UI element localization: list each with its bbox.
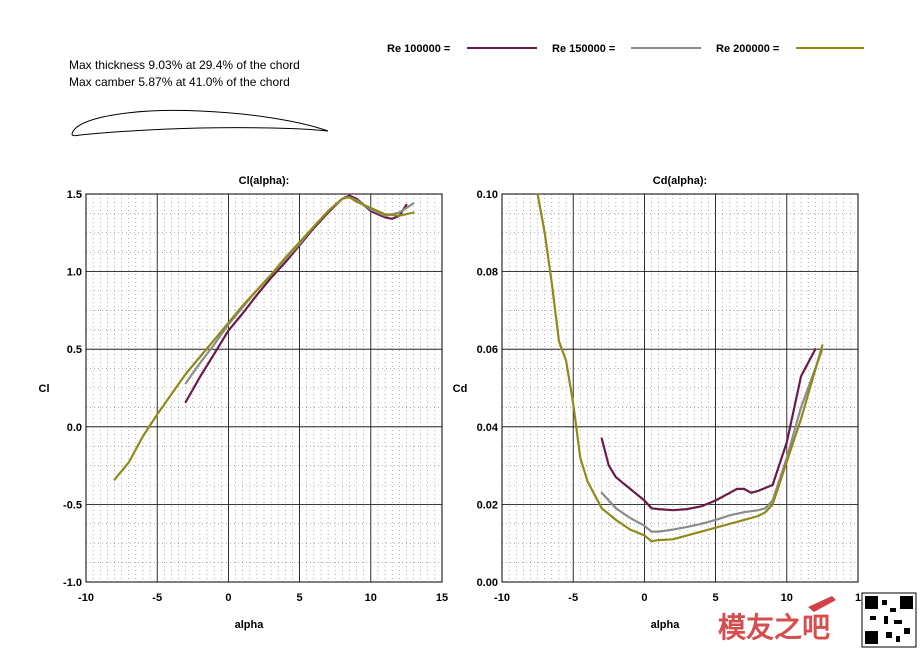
chart-cd-y-tick-label: 0.10 xyxy=(477,189,498,201)
chart-cd-y-tick-label: 0.00 xyxy=(477,577,498,589)
watermark-logo: 模友之吧 xyxy=(718,596,836,643)
legend-label-1: Re 100000 = xyxy=(387,43,450,55)
chart-cd-y-tick-label: 0.04 xyxy=(477,422,499,434)
chart-cl-series-line-3 xyxy=(113,196,415,481)
chart-cl-y-tick-label: 0.5 xyxy=(67,344,82,356)
chart-cl-x-tick-label: 0 xyxy=(225,592,231,604)
chart-cl-x-axis-label: alpha xyxy=(235,619,265,631)
chart-cl-y-tick-label: 0.0 xyxy=(67,422,82,434)
chart-cl-x-tick-label: 5 xyxy=(297,592,303,604)
airfoil-outline xyxy=(71,110,329,137)
chart-cd-y-tick-label: 0.02 xyxy=(477,499,498,511)
chart-cl-series-line-1 xyxy=(184,194,408,404)
chart-cl-x-tick-label: -10 xyxy=(78,592,94,604)
chart-cd-y-tick-label: 0.08 xyxy=(477,267,498,279)
svg-text:模友之吧: 模友之吧 xyxy=(718,611,830,643)
chart-cd-x-tick-label: 5 xyxy=(713,592,719,604)
chart-cd-y-axis-label: Cd xyxy=(453,383,468,395)
chart-cl-x-tick-label: 10 xyxy=(365,592,377,604)
info-thickness: Max thickness 9.03% at 29.4% of the chor… xyxy=(69,58,300,72)
chart-cd-x-tick-label: -5 xyxy=(568,592,578,604)
chart-cl-y-tick-label: 1.0 xyxy=(67,267,82,279)
chart-cl-y-axis-label: Cl xyxy=(39,383,50,395)
chart-cd-title: Cd(alpha): xyxy=(653,175,707,187)
chart-cd-series-line-1 xyxy=(600,348,817,512)
cl-alpha-chart: -10 -5 0 5 10 15 -1.0 -0.5 0.0 0.5 1.0 1.5 Cl(alpha)… xyxy=(39,175,449,631)
chart-cl-x-tick-label: -5 xyxy=(152,592,162,604)
chart-cl-x-tick-label: 15 xyxy=(436,592,448,604)
info-camber: Max camber 5.87% at 41.0% of the chord xyxy=(69,75,290,89)
chart-cl-y-tick-label: 1.5 xyxy=(67,189,82,201)
chart-cl-y-tick-label: -1.0 xyxy=(63,577,82,589)
chart-cd-plot-frame xyxy=(501,193,859,583)
chart-cd-series-line-3 xyxy=(536,192,824,543)
chart-cd-series-line-2 xyxy=(600,348,824,533)
qr-code xyxy=(861,592,917,648)
chart-cd-x-tick-label: 1 xyxy=(855,592,861,604)
cd-alpha-chart: -10 -5 0 5 10 1 0.00 0.02 0.04 0.06 0.08 0.10 Cd(alp… xyxy=(453,175,861,631)
chart-cd-y-tick-label: 0.06 xyxy=(477,344,498,356)
chart-cl-title: Cl(alpha): xyxy=(239,175,290,187)
legend-label-2: Re 150000 = xyxy=(552,43,615,55)
chart-cl-y-tick-label: -0.5 xyxy=(63,499,82,511)
chart-cd-x-axis-label: alpha xyxy=(651,619,681,631)
chart-cd-x-tick-label: 10 xyxy=(781,592,793,604)
chart-cl-plot-frame xyxy=(85,193,443,583)
chart-cd-x-tick-label: -10 xyxy=(494,592,510,604)
legend: Re 100000 = Re 150000 = Re 200000 = xyxy=(387,43,864,55)
legend-label-3: Re 200000 = xyxy=(716,43,779,55)
chart-cd-x-tick-label: 0 xyxy=(641,592,647,604)
